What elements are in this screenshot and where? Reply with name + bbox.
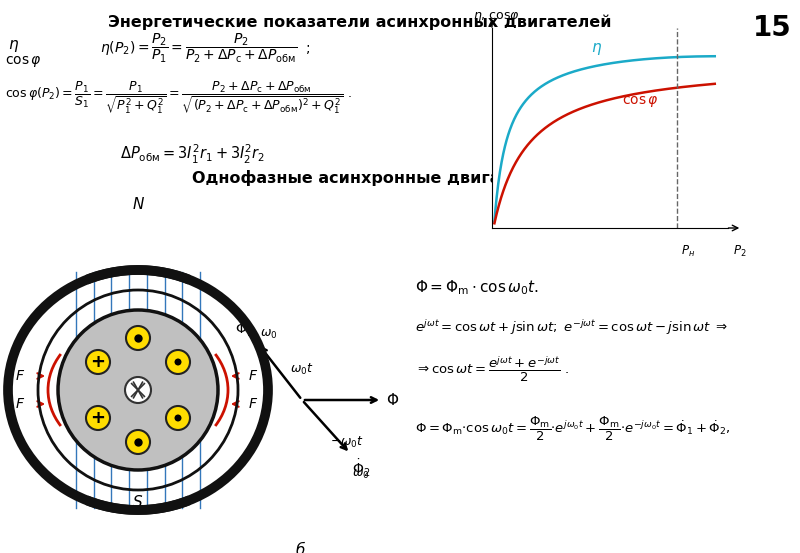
Text: F: F (16, 369, 24, 383)
Text: 15: 15 (753, 14, 791, 42)
Circle shape (174, 358, 182, 366)
Circle shape (125, 377, 151, 403)
Text: $\eta$: $\eta$ (591, 41, 602, 57)
Text: б: б (295, 543, 305, 553)
Text: F: F (249, 369, 257, 383)
Text: $\cos\varphi(P_2)=\dfrac{P_1}{S_1}=\dfrac{P_1}{\sqrt{P_1^2+Q_1^2}}=\dfrac{P_2+\D: $\cos\varphi(P_2)=\dfrac{P_1}{S_1}=\dfra… (5, 80, 352, 116)
Text: $P_н$: $P_н$ (681, 244, 695, 259)
Circle shape (166, 406, 190, 430)
Text: Энергетические показатели асинхронных двигателей: Энергетические показатели асинхронных дв… (108, 14, 612, 29)
Text: Однофазные асинхронные двигатели: Однофазные асинхронные двигатели (192, 170, 544, 186)
Text: $\omega_0$: $\omega_0$ (352, 467, 370, 481)
Circle shape (174, 415, 182, 421)
Text: +: + (90, 409, 106, 427)
Text: S: S (133, 495, 143, 510)
Text: $\Delta P_\text{обм}=3I_1^2r_1+3I_2^2r_2$: $\Delta P_\text{обм}=3I_1^2r_1+3I_2^2r_2… (120, 143, 266, 166)
Text: $\eta(P_2)=\dfrac{P_2}{P_1}=\dfrac{P_2}{P_2+\Delta P_\text{с}+\Delta P_\text{обм: $\eta(P_2)=\dfrac{P_2}{P_1}=\dfrac{P_2}{… (100, 32, 311, 65)
Circle shape (86, 406, 110, 430)
Text: $-\omega_0 t$: $-\omega_0 t$ (330, 435, 364, 450)
Text: $\Phi=\Phi_\text{m}{\cdot}\cos\omega_0 t=\dfrac{\Phi_\text{m}}{2}{\cdot}e^{j\ome: $\Phi=\Phi_\text{m}{\cdot}\cos\omega_0 t… (415, 415, 730, 443)
Text: $\dot{\Phi}_2$: $\dot{\Phi}_2$ (352, 457, 370, 478)
Text: $e^{j\omega t}=\cos\omega t + j\sin\omega t;\ e^{-j\omega t}=\cos\omega t - j\si: $e^{j\omega t}=\cos\omega t + j\sin\omeg… (415, 318, 728, 337)
Text: $P_2$: $P_2$ (733, 244, 746, 259)
Text: $\omega_0 t$: $\omega_0 t$ (290, 362, 314, 377)
Text: $\cos\varphi$: $\cos\varphi$ (622, 94, 658, 109)
Text: +: + (90, 353, 106, 371)
Text: $\eta$, cos$\varphi$: $\eta$, cos$\varphi$ (473, 10, 520, 24)
Text: N: N (132, 197, 144, 212)
Text: F: F (16, 397, 24, 411)
Circle shape (126, 430, 150, 454)
Text: $\omega_0$: $\omega_0$ (260, 328, 277, 341)
Text: F: F (249, 397, 257, 411)
Text: $\cos\varphi$: $\cos\varphi$ (5, 54, 42, 69)
Text: $\eta$: $\eta$ (8, 38, 19, 54)
Circle shape (126, 326, 150, 350)
Text: $\dot{\Phi}_1$: $\dot{\Phi}_1$ (235, 318, 254, 339)
Circle shape (166, 350, 190, 374)
Circle shape (86, 350, 110, 374)
Text: $\Phi = \Phi_\text{m} \cdot \cos\omega_0 t.$: $\Phi = \Phi_\text{m} \cdot \cos\omega_0… (415, 278, 539, 297)
Circle shape (58, 310, 218, 470)
Text: $\Phi$: $\Phi$ (386, 392, 399, 408)
Text: $\Rightarrow \cos\omega t = \dfrac{e^{j\omega t}+e^{-j\omega t}}{2}\ .$: $\Rightarrow \cos\omega t = \dfrac{e^{j\… (415, 355, 569, 384)
